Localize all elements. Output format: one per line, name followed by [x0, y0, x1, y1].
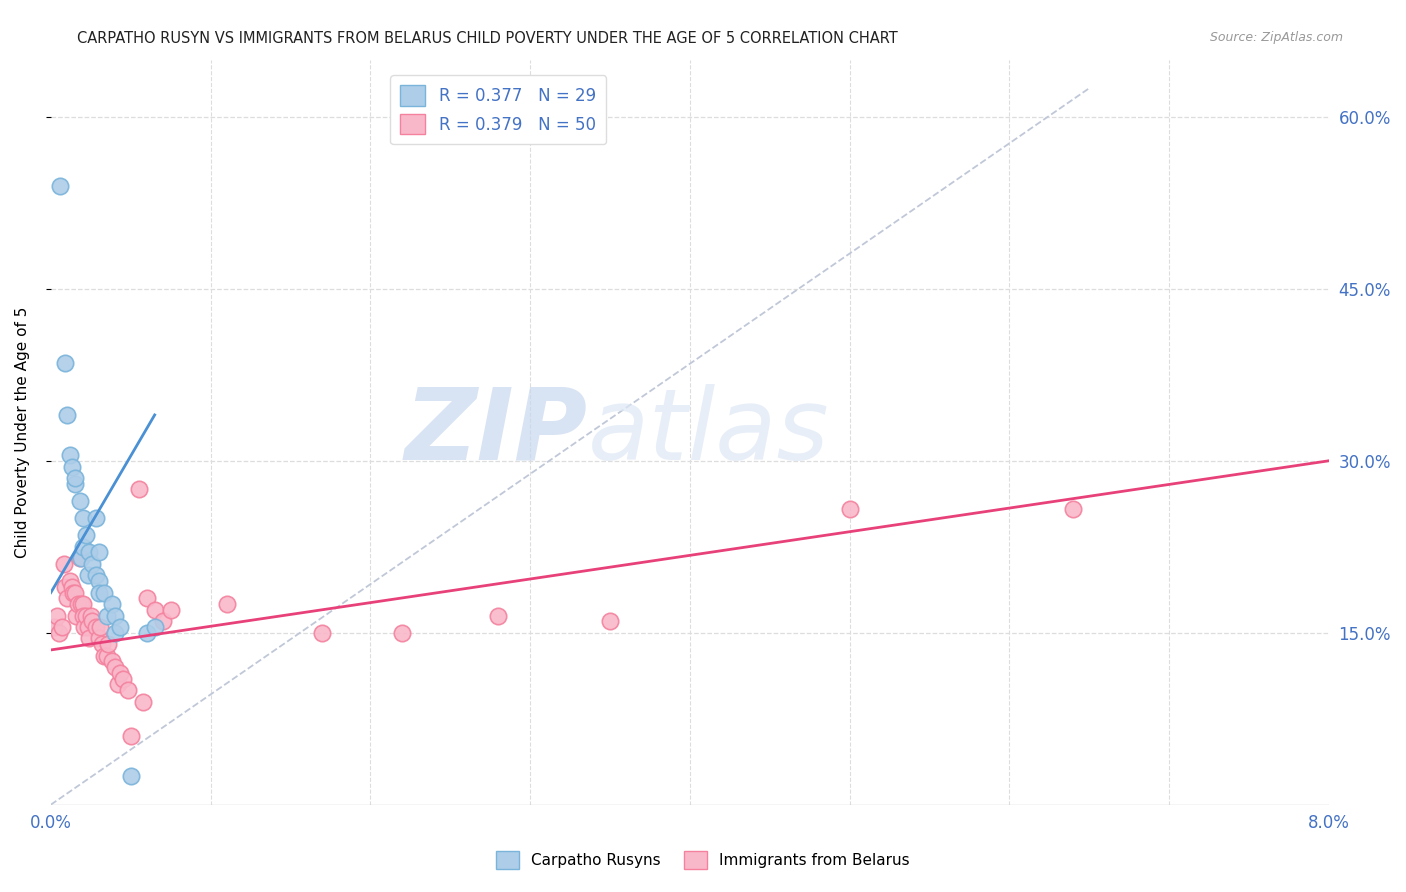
Point: [70, 551, 93, 566]
Text: ZIP: ZIP: [405, 384, 588, 481]
Point: [107, 677, 129, 691]
Legend: R = 0.377   N = 29, R = 0.379   N = 50: R = 0.377 N = 29, R = 0.379 N = 50: [391, 76, 606, 145]
Point: [391, 625, 413, 640]
Point: [56, 408, 79, 422]
Point: [53, 580, 76, 594]
Point: [65, 608, 87, 623]
Point: [75, 608, 97, 623]
Point: [72, 511, 94, 525]
Text: atlas: atlas: [588, 384, 830, 481]
Point: [84, 511, 107, 525]
Point: [215, 597, 238, 611]
Point: [1062, 502, 1084, 516]
Point: [104, 608, 127, 623]
Point: [93, 585, 115, 599]
Point: [91, 637, 114, 651]
Point: [63, 471, 86, 485]
Point: [70, 597, 93, 611]
Point: [63, 585, 86, 599]
Point: [75, 528, 97, 542]
Point: [63, 476, 86, 491]
Point: [84, 568, 107, 582]
Point: [82, 557, 104, 571]
Point: [93, 648, 115, 663]
Point: [117, 683, 139, 698]
Text: CARPATHO RUSYN VS IMMIGRANTS FROM BELARUS CHILD POVERTY UNDER THE AGE OF 5 CORRE: CARPATHO RUSYN VS IMMIGRANTS FROM BELARU…: [77, 31, 898, 46]
Point: [599, 614, 621, 628]
Point: [152, 614, 174, 628]
Point: [96, 648, 118, 663]
Point: [46, 608, 69, 623]
Point: [108, 665, 131, 680]
Point: [72, 608, 94, 623]
Point: [96, 608, 118, 623]
Point: [111, 672, 134, 686]
Point: [135, 625, 157, 640]
Point: [100, 597, 122, 611]
Text: Source: ZipAtlas.com: Source: ZipAtlas.com: [1209, 31, 1343, 45]
Point: [59, 448, 82, 462]
Y-axis label: Child Poverty Under the Age of 5: Child Poverty Under the Age of 5: [15, 307, 30, 558]
Point: [486, 608, 509, 623]
Point: [42, 620, 65, 634]
Point: [72, 597, 94, 611]
Point: [62, 585, 84, 599]
Point: [80, 608, 103, 623]
Point: [120, 729, 142, 743]
Point: [128, 483, 150, 497]
Point: [104, 660, 127, 674]
Point: [838, 502, 860, 516]
Point: [72, 540, 94, 554]
Point: [97, 637, 120, 651]
Point: [49, 178, 72, 193]
Point: [76, 568, 98, 582]
Point: [143, 603, 166, 617]
Point: [53, 356, 76, 370]
Point: [82, 614, 104, 628]
Point: [76, 620, 98, 634]
Point: [56, 591, 79, 606]
Point: [60, 459, 83, 474]
Point: [69, 551, 91, 566]
Point: [87, 632, 110, 646]
Point: [159, 603, 181, 617]
Point: [77, 632, 100, 646]
Point: [59, 574, 82, 589]
Point: [60, 580, 83, 594]
Point: [132, 694, 155, 708]
Point: [87, 585, 110, 599]
Point: [66, 597, 89, 611]
Point: [84, 620, 107, 634]
Point: [108, 620, 131, 634]
Point: [87, 545, 110, 559]
Point: [52, 557, 75, 571]
Point: [77, 545, 100, 559]
Point: [143, 620, 166, 634]
Legend: Carpatho Rusyns, Immigrants from Belarus: Carpatho Rusyns, Immigrants from Belarus: [491, 845, 915, 875]
Point: [69, 494, 91, 508]
Point: [104, 625, 127, 640]
Point: [73, 620, 96, 634]
Point: [311, 625, 333, 640]
Point: [120, 769, 142, 783]
Point: [87, 574, 110, 589]
Point: [48, 625, 70, 640]
Point: [135, 591, 157, 606]
Point: [89, 620, 111, 634]
Point: [51, 620, 73, 634]
Point: [100, 654, 122, 668]
